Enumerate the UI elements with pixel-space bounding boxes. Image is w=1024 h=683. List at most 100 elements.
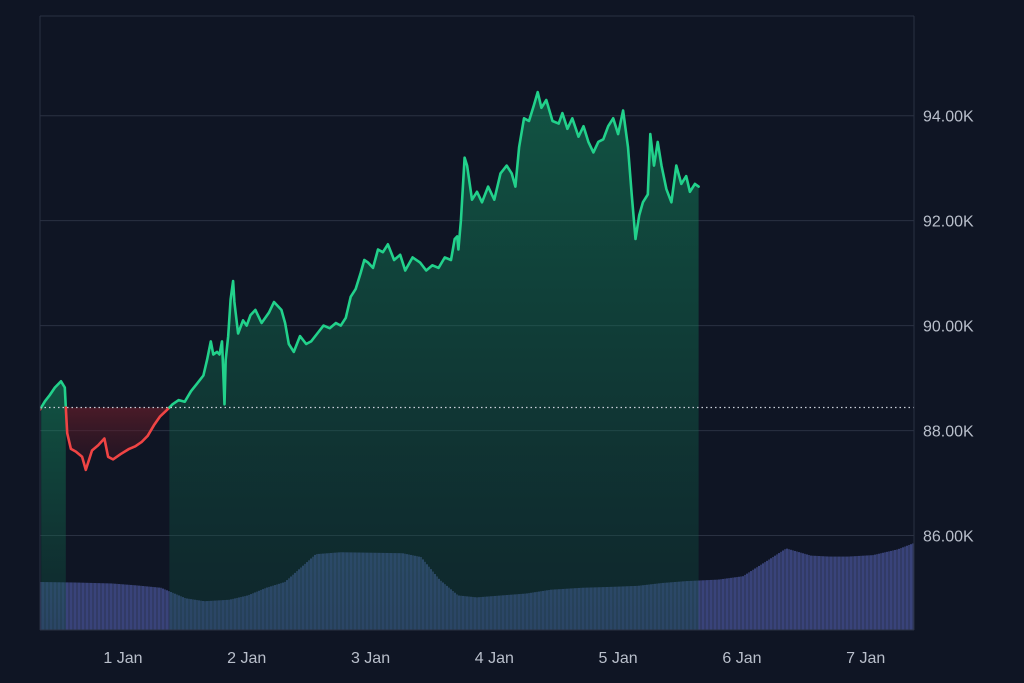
volume-bar (712, 579, 714, 630)
volume-bar (840, 556, 842, 630)
volume-bar (792, 550, 794, 630)
volume-bar (838, 556, 840, 630)
y-tick-label: 90.00K (923, 319, 974, 336)
volume-bar (120, 584, 122, 630)
volume-bar (128, 584, 130, 630)
y-tick-label: 92.00K (923, 214, 974, 231)
volume-bar (90, 582, 92, 630)
volume-bar (750, 571, 752, 630)
x-axis: 1 Jan 2 Jan 3 Jan 4 Jan 5 Jan 6 Jan 7 Jan (103, 650, 885, 667)
volume-bar (116, 583, 118, 630)
volume-bar (108, 583, 110, 630)
volume-bar (896, 549, 898, 630)
volume-bar (770, 558, 772, 630)
volume-bar (70, 582, 72, 630)
volume-bar (66, 582, 68, 630)
volume-bar (74, 582, 76, 630)
volume-bar (812, 555, 814, 630)
volume-bar (854, 556, 856, 630)
price-area-up (41, 381, 66, 630)
volume-bar (140, 585, 142, 630)
volume-bar (126, 584, 128, 630)
volume-bar (758, 565, 760, 630)
volume-bar (866, 555, 868, 630)
volume-bar (828, 556, 830, 630)
volume-bar (166, 590, 168, 630)
volume-bar (900, 548, 902, 630)
volume-bar (752, 569, 754, 630)
volume-bar (886, 551, 888, 630)
volume-bar (890, 550, 892, 630)
volume-bar (898, 548, 900, 630)
volume-bar (904, 546, 906, 630)
volume-bar (158, 587, 160, 630)
volume-bar (834, 556, 836, 630)
volume-bar (84, 582, 86, 630)
volume-bar (134, 585, 136, 630)
volume-bar (856, 556, 858, 630)
volume-bar (136, 585, 138, 630)
volume-bar (826, 556, 828, 630)
y-tick-label: 86.00K (923, 529, 974, 546)
volume-bar (882, 552, 884, 630)
volume-bar (862, 555, 864, 630)
volume-bar (112, 583, 114, 630)
volume-bar (40, 582, 42, 630)
volume-bar (822, 556, 824, 630)
volume-bar (734, 577, 736, 630)
volume-bar (844, 556, 846, 630)
volume-bar (80, 582, 82, 630)
volume-bar (164, 589, 166, 630)
volume-bar (146, 586, 148, 630)
volume-bar (124, 584, 126, 630)
volume-bar (902, 547, 904, 630)
price-area (40, 92, 699, 630)
volume-bar (842, 556, 844, 630)
volume-bar (794, 550, 796, 630)
volume-bar (796, 551, 798, 630)
volume-bar (698, 580, 700, 630)
volume-bar (86, 582, 88, 630)
volume-bar (876, 554, 878, 630)
volume-bar (846, 556, 848, 630)
volume-bar (858, 555, 860, 630)
volume-bar (894, 549, 896, 630)
volume-bar (68, 582, 70, 630)
volume-bar (912, 543, 914, 630)
volume-bar (762, 563, 764, 630)
volume-bar (94, 583, 96, 630)
volume-bar (726, 578, 728, 630)
volume-bar (906, 545, 908, 630)
x-tick-label: 4 Jan (475, 650, 514, 667)
volume-bar (784, 549, 786, 630)
volume-bar (860, 555, 862, 630)
volume-bar (720, 579, 722, 630)
volume-bar (852, 556, 854, 630)
volume-bar (710, 579, 712, 630)
volume-bar (122, 584, 124, 630)
volume-bar (756, 567, 758, 630)
volume-bar (114, 583, 116, 630)
volume-bar (850, 556, 852, 630)
volume-histogram (40, 543, 914, 630)
volume-bar (908, 544, 910, 630)
volume-bar (106, 583, 108, 630)
volume-bar (714, 579, 716, 630)
volume-bar (154, 587, 156, 630)
volume-bar (92, 582, 94, 630)
volume-bar (700, 580, 702, 630)
volume-bar (708, 580, 710, 630)
volume-bar (100, 583, 102, 630)
volume-bar (766, 560, 768, 630)
volume-bar (786, 548, 788, 630)
volume-bar (738, 576, 740, 630)
volume-bar (820, 556, 822, 630)
volume-bar (104, 583, 106, 630)
volume-bar (96, 583, 98, 630)
volume-bar (800, 552, 802, 630)
volume-bar (870, 555, 872, 630)
volume-bar (864, 555, 866, 630)
volume-bar (754, 568, 756, 630)
volume-bar (724, 578, 726, 630)
volume-bar (732, 577, 734, 630)
